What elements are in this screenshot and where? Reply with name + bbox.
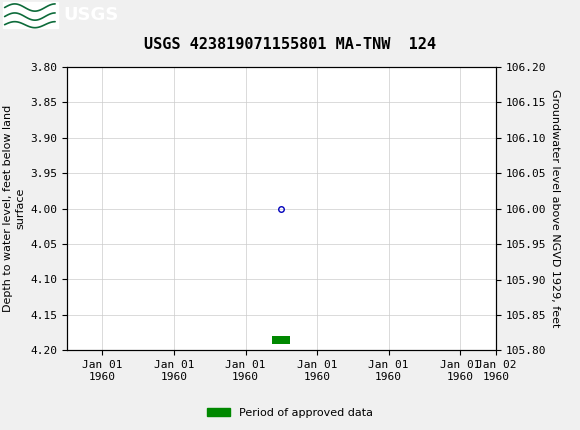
Bar bbox=[3, 3, 58, 28]
Text: USGS 423819071155801 MA-TNW  124: USGS 423819071155801 MA-TNW 124 bbox=[144, 37, 436, 52]
Y-axis label: Depth to water level, feet below land
surface: Depth to water level, feet below land su… bbox=[3, 105, 26, 312]
Text: USGS: USGS bbox=[64, 6, 119, 24]
Legend: Period of approved data: Period of approved data bbox=[203, 403, 377, 422]
Bar bbox=[273, 335, 290, 344]
Y-axis label: Groundwater level above NGVD 1929, feet: Groundwater level above NGVD 1929, feet bbox=[550, 89, 560, 328]
